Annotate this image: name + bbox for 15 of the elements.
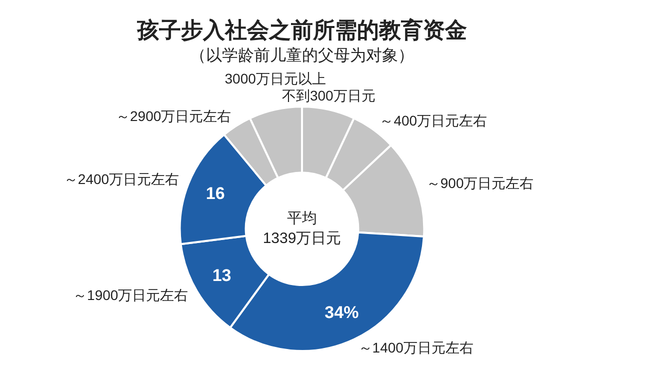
data-label: 34%: [324, 302, 359, 322]
chart-title: 孩子步入社会之前所需的教育资金: [136, 17, 467, 42]
data-label: 16: [206, 184, 225, 204]
slice-label: ～1900万日元左右: [73, 286, 188, 303]
slice-label: ～1400万日元左右: [358, 339, 474, 356]
text: 1339万日元: [262, 230, 342, 247]
slice-label: 不到300万日元: [282, 87, 376, 104]
slice-label: ～900万日元左右: [426, 174, 534, 191]
text: 平均: [287, 210, 317, 227]
data-label: 13: [212, 266, 232, 285]
slice-label: ～2400万日元左右: [64, 170, 180, 187]
chart-subtitle: （以学龄前儿童的父母为对象）: [190, 46, 414, 64]
slice-label: ～400万日元左右: [380, 112, 488, 129]
slice-label: ～2900万日元左右: [116, 108, 232, 124]
slice-label: 3000万日元以上: [224, 70, 326, 86]
